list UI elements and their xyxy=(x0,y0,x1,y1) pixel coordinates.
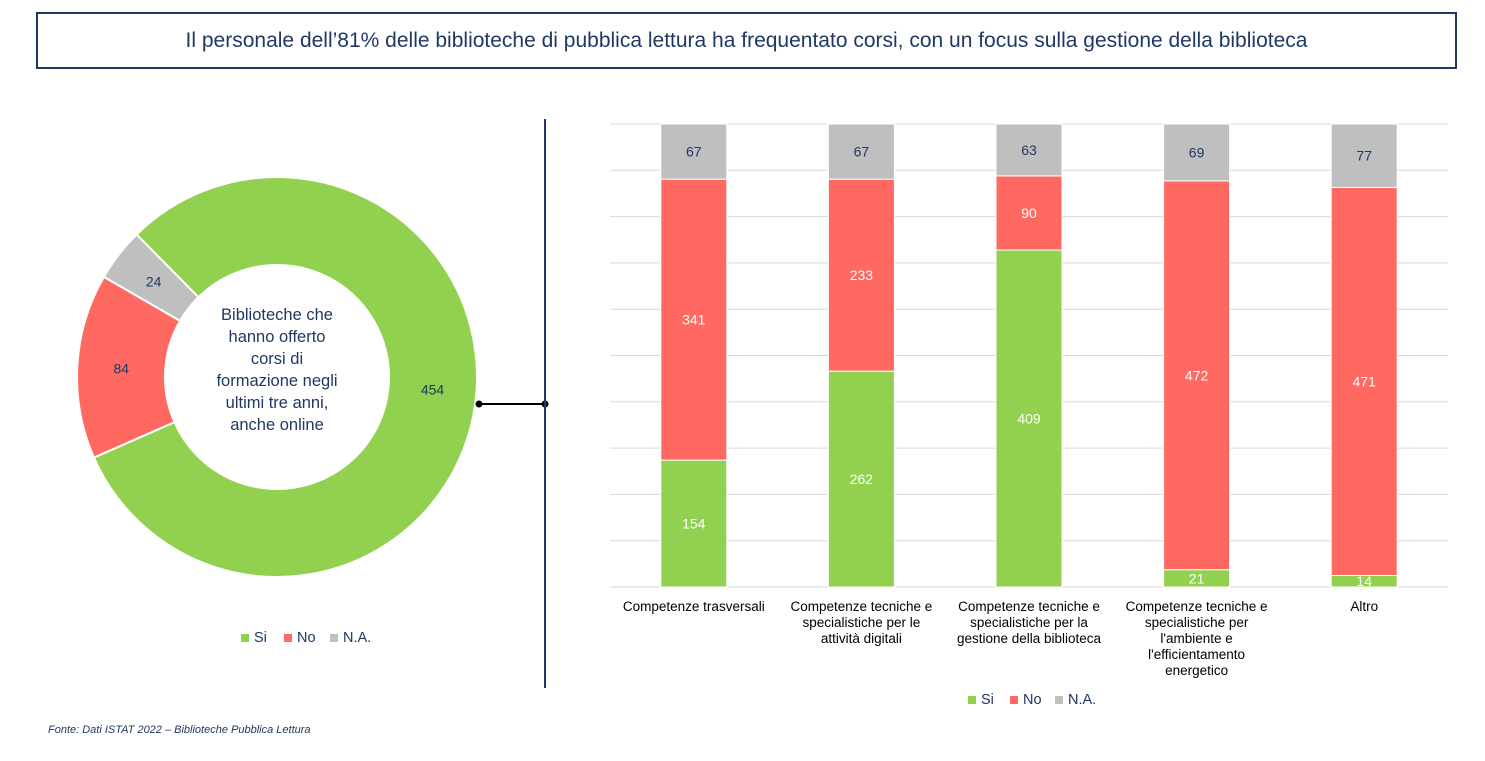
category-label: Altro xyxy=(1350,599,1378,614)
bar-value-label: 67 xyxy=(686,144,702,160)
donut-slice-si xyxy=(92,176,478,578)
bar-segment-no xyxy=(827,178,895,372)
legend-label: No xyxy=(297,630,316,646)
donut-slice-label: 84 xyxy=(113,360,129,376)
bar-value-label: 472 xyxy=(1185,367,1209,383)
legend-label: Si xyxy=(254,630,267,646)
bar-value-label: 233 xyxy=(850,267,874,283)
category-label: Competenze tecniche e xyxy=(1126,599,1268,614)
legend-swatch-na xyxy=(330,634,338,642)
donut-slice-label: 454 xyxy=(421,381,445,397)
bar-value-label: 21 xyxy=(1189,570,1205,586)
source-note: Fonte: Dati ISTAT 2022 – Biblioteche Pub… xyxy=(48,724,311,736)
legend-swatch-no xyxy=(284,634,292,642)
category-label: Competenze tecniche e xyxy=(790,599,932,614)
category-label: Competenze trasversali xyxy=(623,599,765,614)
legend-swatch-na xyxy=(1055,696,1063,704)
donut-center-label: anche online xyxy=(230,416,324,434)
bar-segment-si xyxy=(995,249,1063,588)
bar-value-label: 262 xyxy=(850,471,874,487)
legend-swatch-si xyxy=(968,696,976,704)
bar-segment-no xyxy=(995,175,1063,251)
bar-segment-na xyxy=(1330,123,1398,188)
category-label: specialistiche per la xyxy=(970,615,1088,630)
bar-value-label: 409 xyxy=(1017,411,1041,427)
bar-segment-si xyxy=(827,370,895,588)
category-label: l'ambiente e xyxy=(1160,631,1232,646)
category-label: attività digitali xyxy=(821,631,902,646)
category-label: specialistiche per le xyxy=(802,615,920,630)
legend-label: Si xyxy=(981,692,994,708)
bar-segment-na xyxy=(995,123,1063,177)
category-label: energetico xyxy=(1165,663,1228,678)
bar-segment-no xyxy=(1163,180,1231,571)
donut-center-label: hanno offerto xyxy=(229,328,326,346)
donut-slice-na xyxy=(102,233,200,323)
donut-center-label: corsi di xyxy=(251,350,303,368)
category-label: Competenze tecniche e xyxy=(958,599,1100,614)
bar-segment-si xyxy=(660,459,728,588)
legend-label: N.A. xyxy=(1068,692,1096,708)
bar-value-label: 154 xyxy=(682,516,706,532)
bar-value-label: 69 xyxy=(1189,144,1205,160)
bar-value-label: 90 xyxy=(1021,205,1037,221)
page-title: Il personale dell’81% delle biblioteche … xyxy=(36,12,1457,69)
bar-value-label: 341 xyxy=(682,312,706,328)
bar-value-label: 67 xyxy=(854,144,870,160)
legend-swatch-no xyxy=(1010,696,1018,704)
legend-label: No xyxy=(1023,692,1042,708)
donut-slice-label: 24 xyxy=(146,274,162,290)
bar-segment-na xyxy=(1163,123,1231,182)
bar-segment-no xyxy=(1330,186,1398,576)
donut-center-label: formazione negli xyxy=(216,372,337,390)
category-label: l'efficientamento xyxy=(1148,647,1245,662)
connector-dot xyxy=(475,400,483,408)
bar-value-label: 471 xyxy=(1353,373,1377,389)
bar-value-label: 14 xyxy=(1356,573,1372,589)
donut-center-label: Biblioteche che xyxy=(221,306,333,324)
donut-center-label: ultimi tre anni, xyxy=(226,394,329,412)
legend-label: N.A. xyxy=(343,630,371,646)
bar-segment-na xyxy=(660,123,728,180)
bar-value-label: 77 xyxy=(1356,148,1372,164)
bar-value-label: 63 xyxy=(1021,142,1037,158)
category-label: specialistiche per xyxy=(1145,615,1249,630)
bar-segment-na xyxy=(827,123,895,180)
legend-swatch-si xyxy=(241,634,249,642)
bar-segment-no xyxy=(660,178,728,461)
category-label: gestione della biblioteca xyxy=(957,631,1102,646)
